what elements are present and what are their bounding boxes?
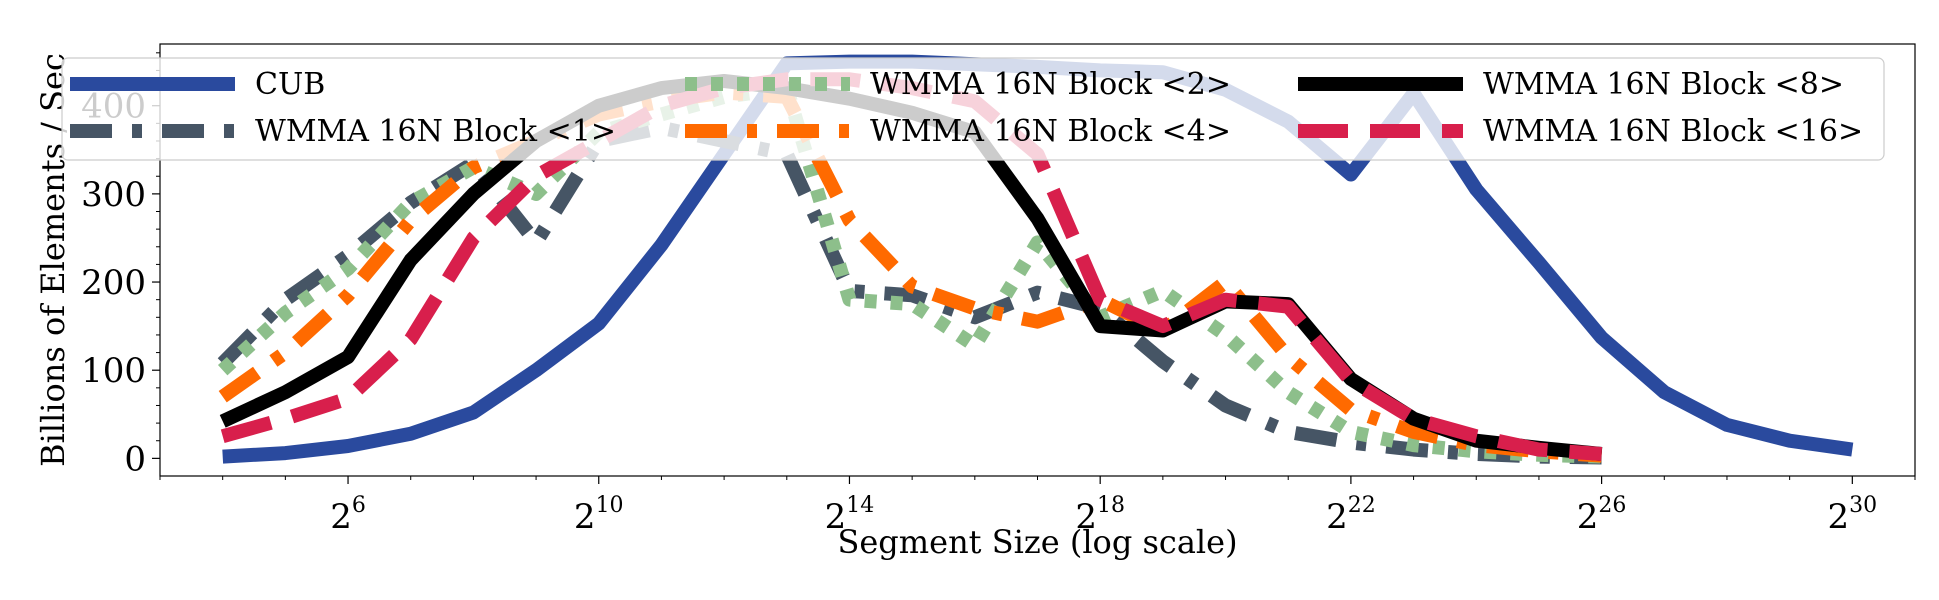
x-axis-label: Segment Size (log scale)	[837, 523, 1237, 561]
x-tick-exponent: 30	[1849, 493, 1877, 518]
x-tick-exponent: 14	[846, 493, 874, 518]
y-tick-label: 300	[81, 175, 146, 215]
x-tick-exponent: 22	[1348, 493, 1376, 518]
x-tick-base: 2	[1577, 497, 1599, 537]
legend-label: WMMA 16N Block <16>	[1483, 114, 1863, 149]
legend-label: WMMA 16N Block <2>	[870, 67, 1231, 102]
x-tick-base: 2	[1326, 497, 1348, 537]
x-tick-exponent: 18	[1097, 493, 1125, 518]
x-tick-base: 2	[825, 497, 847, 537]
x-tick-label: 230	[1828, 493, 1878, 537]
x-tick-label: 210	[574, 493, 624, 537]
series-line-4	[218, 85, 1603, 463]
x-tick-label: 226	[1577, 493, 1627, 537]
legend: CUB WMMA 16N Block <1> WMMA 16N Block <2> W…	[61, 57, 1885, 161]
legend-label: CUB	[255, 67, 325, 102]
y-tick-label: 100	[81, 351, 146, 391]
x-tick-label: 222	[1326, 493, 1376, 537]
x-tick-exponent: 26	[1598, 493, 1626, 518]
x-tick-base: 2	[330, 497, 352, 537]
y-tick-label: 200	[81, 263, 146, 303]
legend-label: WMMA 16N Block <4>	[870, 114, 1231, 149]
x-tick-label: 214	[825, 493, 875, 537]
x-tick-label: 218	[1075, 493, 1125, 537]
x-tick-exponent: 10	[596, 493, 624, 518]
x-tick-label: 26	[330, 493, 366, 537]
x-tick-base: 2	[1075, 497, 1097, 537]
legend-label: WMMA 16N Block <1>	[255, 114, 616, 149]
x-tick-base: 2	[574, 497, 596, 537]
x-tick-base: 2	[1828, 497, 1850, 537]
series-line-2	[217, 120, 1602, 465]
legend-label: WMMA 16N Block <8>	[1483, 67, 1844, 102]
x-tick-exponent: 6	[352, 493, 366, 518]
y-tick-label: 0	[124, 439, 146, 479]
